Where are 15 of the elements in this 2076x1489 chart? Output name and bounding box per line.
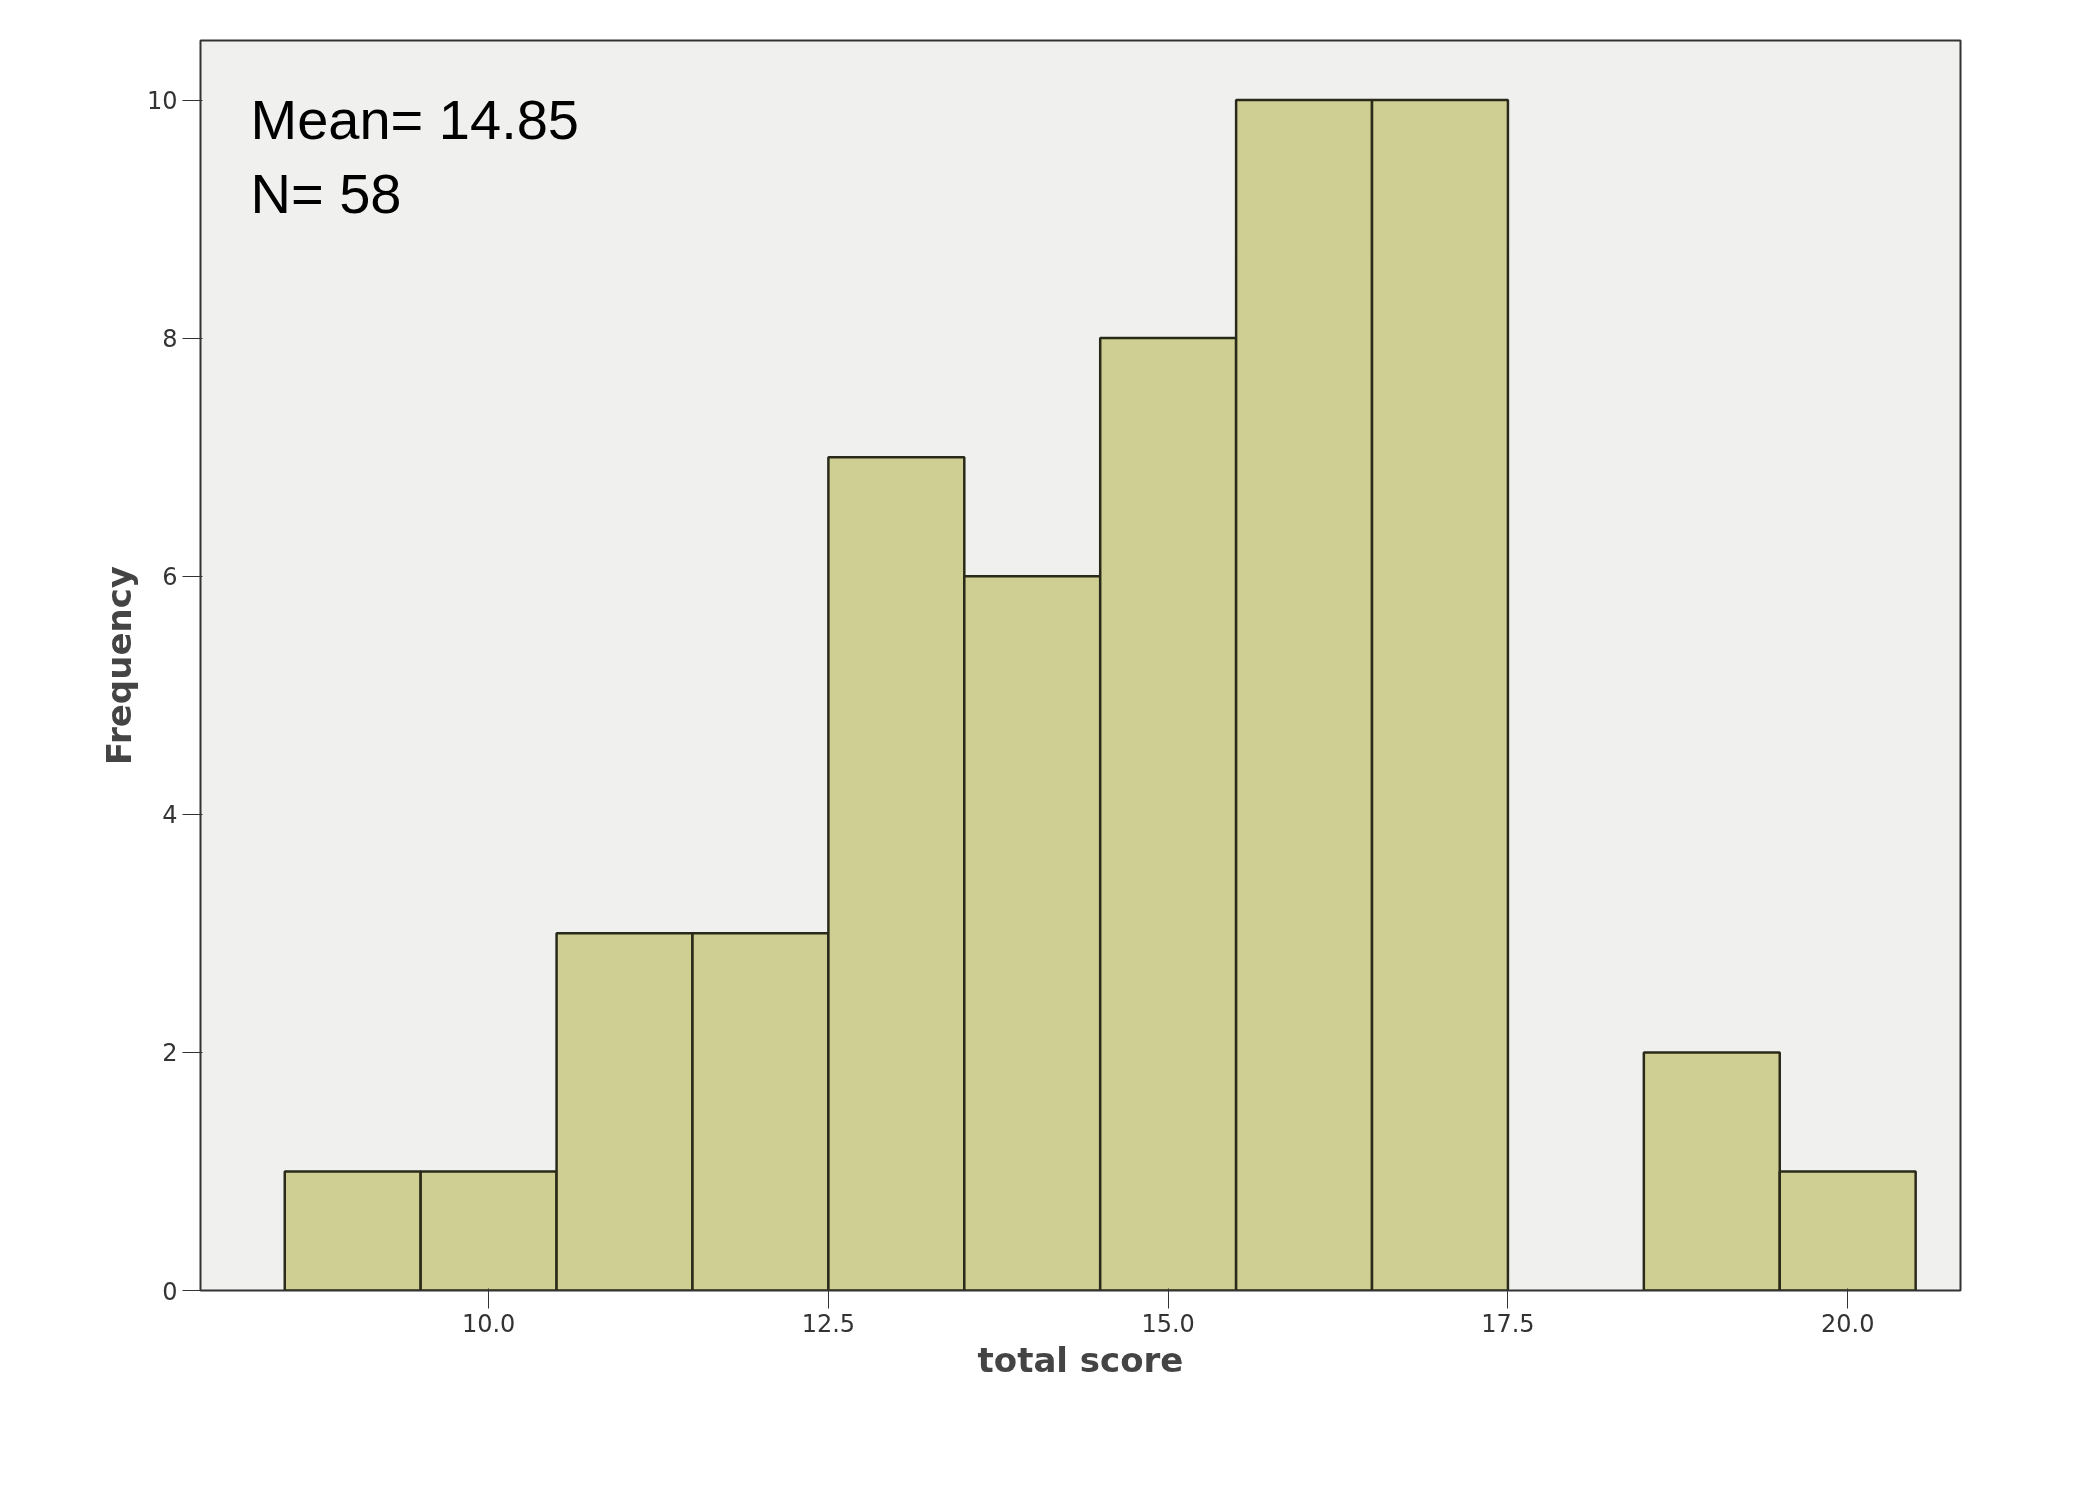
y-axis-title: Frequency: [98, 565, 139, 765]
y-tick-label: 4: [162, 801, 178, 830]
x-tick-label: 10.0: [461, 1309, 516, 1338]
x-tick-label: 12.5: [801, 1309, 856, 1338]
x-tick-label: 20.0: [1820, 1309, 1875, 1338]
x-axis-title: total score: [977, 1339, 1184, 1380]
annotation: Mean= 14.85: [250, 87, 579, 151]
y-tick-label: 2: [162, 1039, 178, 1068]
y-tick-label: 8: [162, 325, 178, 354]
y-tick-label: 6: [162, 563, 178, 592]
annotation: N= 58: [250, 161, 402, 225]
x-tick-label: 17.5: [1481, 1309, 1535, 1338]
y-tick-label: 10: [146, 87, 178, 116]
y-tick-label: 0: [162, 1277, 178, 1306]
x-tick-label: 15.0: [1141, 1309, 1195, 1338]
